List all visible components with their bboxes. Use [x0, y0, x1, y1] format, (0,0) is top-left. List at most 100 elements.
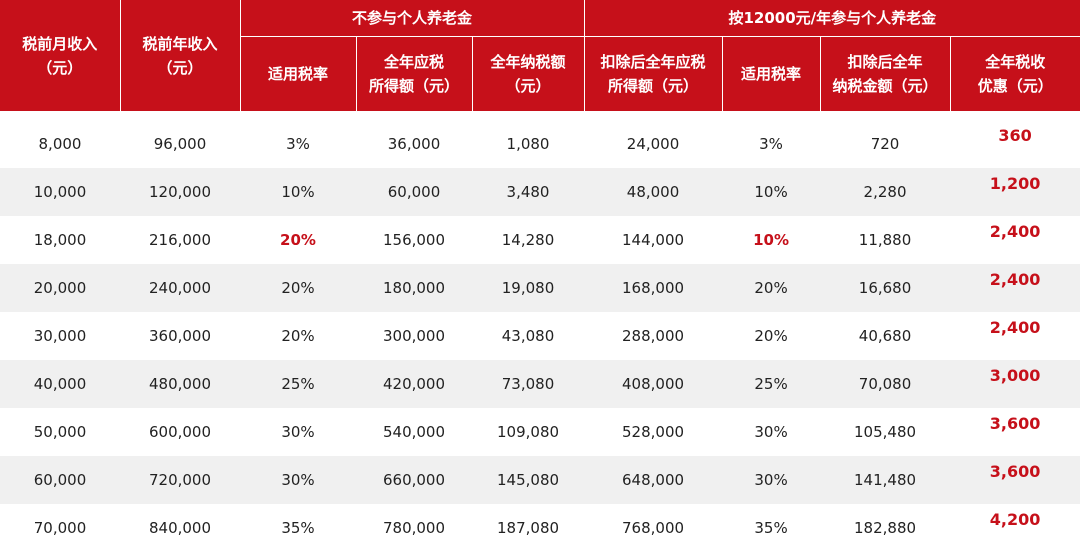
cell-taxable-income: 300,000: [356, 312, 472, 360]
cell-taxable-income: 540,000: [356, 408, 472, 456]
header-group-no-pension: 不参与个人养老金: [240, 0, 585, 37]
header-taxable-income: 全年应税 所得额（元）: [356, 36, 473, 112]
cell-deducted-annual-tax: 70,080: [820, 360, 951, 408]
header-tax-saving: 全年税收 优惠（元）: [950, 36, 1080, 112]
cell-deducted-annual-tax: 720: [820, 120, 951, 168]
cell-deducted-annual-tax: 40,680: [820, 312, 951, 360]
cell-tax-saving: 3,600: [950, 456, 1080, 504]
cell-monthly-income: 18,000: [0, 216, 120, 264]
cell-taxable-income: 780,000: [356, 504, 472, 552]
cell-annual-income: 216,000: [120, 216, 240, 264]
cell-annual-income: 120,000: [120, 168, 240, 216]
header-annual-tax: 全年纳税额 （元）: [472, 36, 585, 112]
table-row: 10,000 120,000 10% 60,000 3,480 48,000 10% 2,28…: [0, 168, 1080, 216]
header-deducted-tax-rate: 适用税率: [722, 36, 821, 112]
table-body: 8,000 96,000 3% 36,000 1,080 24,000 3% 720 360 10…: [0, 120, 1080, 552]
cell-deducted-tax-rate: 30%: [722, 456, 821, 504]
table-row: 50,000 600,000 30% 540,000 109,080 528,000 30%…: [0, 408, 1080, 456]
cell-deducted-tax-rate: 10%: [722, 168, 821, 216]
cell-tax-rate: 20%: [240, 264, 356, 312]
cell-annual-income: 360,000: [120, 312, 240, 360]
cell-monthly-income: 70,000: [0, 504, 120, 552]
header-deducted-annual-tax: 扣除后全年 纳税金额（元）: [820, 36, 951, 112]
cell-deducted-taxable-income: 768,000: [584, 504, 723, 552]
table-row: 20,000 240,000 20% 180,000 19,080 168,000 20% 1…: [0, 264, 1080, 312]
cell-tax-saving: 3,000: [950, 360, 1080, 408]
cell-deducted-tax-rate: 10%: [722, 216, 821, 264]
cell-monthly-income: 60,000: [0, 456, 120, 504]
cell-deducted-taxable-income: 24,000: [584, 120, 723, 168]
cell-deducted-tax-rate: 20%: [722, 264, 821, 312]
cell-deducted-tax-rate: 35%: [722, 504, 821, 552]
cell-tax-saving: 4,200: [950, 504, 1080, 552]
cell-annual-tax: 19,080: [472, 264, 585, 312]
cell-deducted-annual-tax: 141,480: [820, 456, 951, 504]
cell-deducted-annual-tax: 105,480: [820, 408, 951, 456]
cell-taxable-income: 180,000: [356, 264, 472, 312]
cell-taxable-income: 420,000: [356, 360, 472, 408]
header-deducted-taxable-income: 扣除后全年应税 所得额（元）: [584, 36, 723, 112]
cell-deducted-annual-tax: 11,880: [820, 216, 951, 264]
cell-monthly-income: 8,000: [0, 120, 120, 168]
cell-deducted-taxable-income: 408,000: [584, 360, 723, 408]
header-annual-income: 税前年收入 （元）: [120, 0, 241, 112]
cell-annual-tax: 145,080: [472, 456, 585, 504]
cell-tax-saving: 3,600: [950, 408, 1080, 456]
cell-tax-saving: 2,400: [950, 312, 1080, 360]
cell-tax-rate: 30%: [240, 456, 356, 504]
cell-deducted-taxable-income: 168,000: [584, 264, 723, 312]
table-row: 40,000 480,000 25% 420,000 73,080 408,000 25% 7…: [0, 360, 1080, 408]
cell-tax-saving: 360: [950, 120, 1080, 168]
cell-taxable-income: 60,000: [356, 168, 472, 216]
cell-tax-rate: 20%: [240, 216, 356, 264]
cell-monthly-income: 30,000: [0, 312, 120, 360]
cell-monthly-income: 20,000: [0, 264, 120, 312]
cell-taxable-income: 156,000: [356, 216, 472, 264]
cell-deducted-tax-rate: 30%: [722, 408, 821, 456]
cell-deducted-annual-tax: 182,880: [820, 504, 951, 552]
table-row: 18,000 216,000 20% 156,000 14,280 144,000 10% 1…: [0, 216, 1080, 264]
table-row: 60,000 720,000 30% 660,000 145,080 648,000 30%…: [0, 456, 1080, 504]
cell-tax-rate: 35%: [240, 504, 356, 552]
cell-monthly-income: 50,000: [0, 408, 120, 456]
cell-annual-tax: 73,080: [472, 360, 585, 408]
cell-annual-tax: 43,080: [472, 312, 585, 360]
table-row: 70,000 840,000 35% 780,000 187,080 768,000 35%…: [0, 504, 1080, 552]
cell-deducted-tax-rate: 25%: [722, 360, 821, 408]
cell-taxable-income: 36,000: [356, 120, 472, 168]
header-tax-rate: 适用税率: [240, 36, 357, 112]
cell-deducted-taxable-income: 288,000: [584, 312, 723, 360]
cell-deducted-taxable-income: 528,000: [584, 408, 723, 456]
cell-annual-tax: 14,280: [472, 216, 585, 264]
cell-deducted-annual-tax: 16,680: [820, 264, 951, 312]
cell-annual-tax: 1,080: [472, 120, 585, 168]
table-header: 税前月收入 （元） 税前年收入 （元） 不参与个人养老金 按12000元/年参与…: [0, 0, 1080, 112]
cell-annual-tax: 187,080: [472, 504, 585, 552]
cell-annual-income: 96,000: [120, 120, 240, 168]
cell-annual-income: 840,000: [120, 504, 240, 552]
cell-tax-rate: 3%: [240, 120, 356, 168]
cell-deducted-tax-rate: 3%: [722, 120, 821, 168]
cell-monthly-income: 40,000: [0, 360, 120, 408]
cell-annual-tax: 3,480: [472, 168, 585, 216]
cell-tax-saving: 2,400: [950, 216, 1080, 264]
cell-deducted-tax-rate: 20%: [722, 312, 821, 360]
table-row: 30,000 360,000 20% 300,000 43,080 288,000 20% 4…: [0, 312, 1080, 360]
cell-deducted-taxable-income: 648,000: [584, 456, 723, 504]
cell-tax-saving: 2,400: [950, 264, 1080, 312]
cell-annual-income: 480,000: [120, 360, 240, 408]
cell-tax-rate: 30%: [240, 408, 356, 456]
cell-annual-income: 600,000: [120, 408, 240, 456]
cell-taxable-income: 660,000: [356, 456, 472, 504]
header-monthly-income: 税前月收入 （元）: [0, 0, 121, 112]
cell-deducted-taxable-income: 144,000: [584, 216, 723, 264]
cell-deducted-annual-tax: 2,280: [820, 168, 951, 216]
cell-tax-rate: 20%: [240, 312, 356, 360]
cell-tax-saving: 1,200: [950, 168, 1080, 216]
cell-deducted-taxable-income: 48,000: [584, 168, 723, 216]
cell-annual-income: 720,000: [120, 456, 240, 504]
table-row: 8,000 96,000 3% 36,000 1,080 24,000 3% 720 360: [0, 120, 1080, 168]
cell-tax-rate: 25%: [240, 360, 356, 408]
header-group-with-pension: 按12000元/年参与个人养老金: [584, 0, 1080, 37]
